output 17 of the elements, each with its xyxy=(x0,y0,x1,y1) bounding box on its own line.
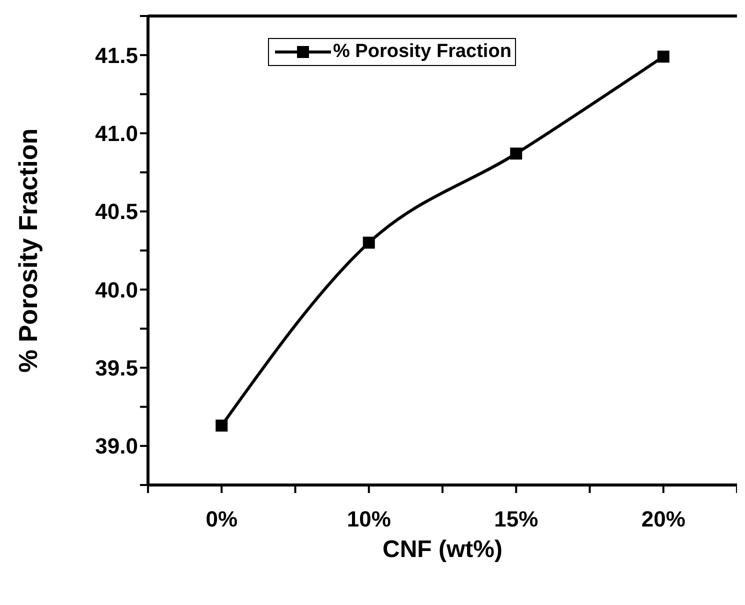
y-tick-label: 40.0 xyxy=(95,277,138,302)
point xyxy=(216,420,228,432)
y-tick-label: 39.0 xyxy=(95,434,138,459)
point xyxy=(510,148,522,160)
point xyxy=(362,236,375,249)
legend-label: % Porosity Fraction xyxy=(333,41,512,63)
y-tick-label: 41.0 xyxy=(95,121,138,146)
x-tick-label: 20% xyxy=(641,506,686,532)
y-tick-label: 39.5 xyxy=(95,356,138,381)
x-axis-title: CNF (wt%) xyxy=(382,536,502,563)
y-tick-label: 41.5 xyxy=(95,42,138,68)
point xyxy=(657,50,670,63)
x-tick-label: 15% xyxy=(494,506,538,532)
y-tick-label: 40.5 xyxy=(95,199,138,224)
y-axis-title: % Porosity Fraction xyxy=(13,128,44,373)
x-tick-label: 10% xyxy=(346,506,391,532)
x-tick-label: 0% xyxy=(206,506,238,532)
